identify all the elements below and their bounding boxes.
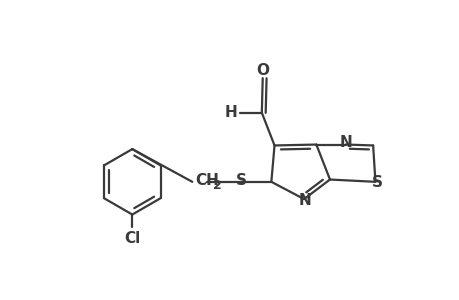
Text: S: S (371, 175, 382, 190)
Text: O: O (256, 63, 269, 78)
Text: N: N (298, 194, 311, 208)
Text: H: H (224, 105, 237, 120)
Text: Cl: Cl (124, 231, 140, 246)
Text: –: – (220, 173, 228, 188)
Text: S: S (236, 173, 247, 188)
Text: N: N (339, 135, 352, 150)
Text: 2: 2 (213, 179, 221, 192)
Text: CH: CH (195, 173, 219, 188)
